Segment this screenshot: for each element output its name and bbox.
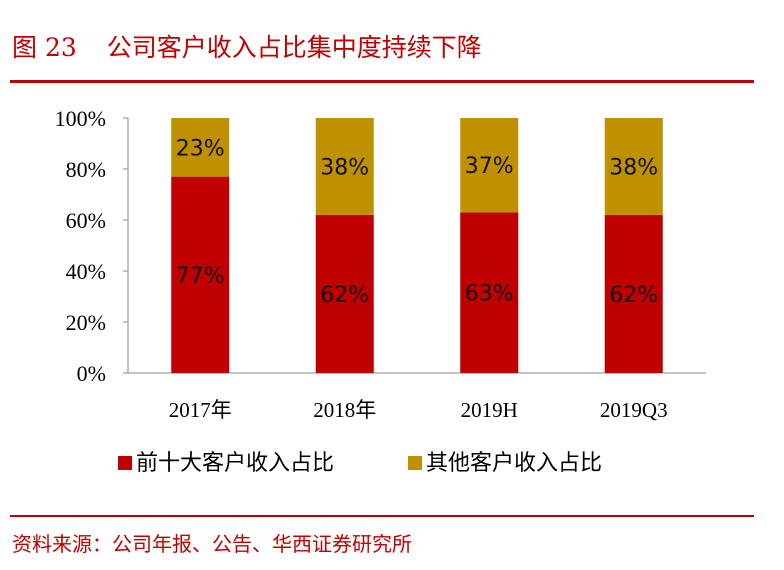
bar-segment-other — [460, 118, 519, 213]
data-label: 77% — [176, 264, 225, 289]
y-tick-label: 60% — [66, 208, 106, 233]
legend-swatch — [118, 456, 132, 470]
data-label: 62% — [320, 283, 369, 308]
figure-title: 图 23 公司客户收入占比集中度持续下降 — [12, 28, 482, 64]
source-note: 资料来源：公司年报、公告、华西证券研究所 — [12, 532, 412, 556]
bar-segment-top10 — [171, 176, 230, 373]
stacked-bar-chart: 0% 20% 40% 60% 80% 100% 77% 23% 2017年 62% 38% 2018年… — [55, 106, 706, 476]
figure-number: 图 23 — [12, 33, 77, 62]
bar-segment-other — [604, 118, 663, 215]
bar-segment-top10 — [460, 212, 519, 373]
data-label: 38% — [609, 155, 658, 180]
y-tick-label: 100% — [55, 106, 106, 131]
footer-divider — [10, 515, 754, 517]
y-tick-label: 40% — [66, 259, 106, 284]
x-category-label: 2018年 — [313, 398, 376, 422]
x-category-label: 2019H — [461, 398, 518, 422]
legend-label: 其他客户收入占比 — [426, 451, 602, 476]
y-tick-label: 20% — [66, 310, 106, 335]
data-label: 37% — [465, 154, 514, 179]
data-label: 23% — [176, 136, 225, 161]
title-divider — [10, 80, 754, 83]
legend-swatch — [408, 456, 422, 470]
y-tick-label: 0% — [77, 361, 106, 386]
x-category-label: 2017年 — [169, 398, 232, 422]
bar-segment-top10 — [315, 214, 374, 373]
x-category-label: 2019Q3 — [600, 398, 668, 422]
legend-label: 前十大客户收入占比 — [136, 451, 334, 476]
data-label: 38% — [320, 155, 369, 180]
data-label: 63% — [465, 282, 514, 307]
data-label: 62% — [609, 283, 658, 308]
figure-title-text: 公司客户收入占比集中度持续下降 — [106, 33, 482, 62]
bar-segment-other — [171, 118, 230, 177]
y-tick-label: 80% — [66, 157, 106, 182]
bar-segment-top10 — [604, 214, 663, 373]
bar-segment-other — [315, 118, 374, 215]
